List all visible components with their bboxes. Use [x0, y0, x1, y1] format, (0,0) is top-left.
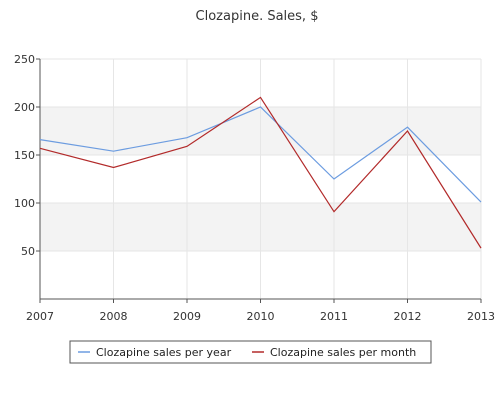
x-tick-label: 2010	[247, 310, 275, 323]
x-tick-label: 2012	[394, 310, 422, 323]
y-axis-ticks: 50 100 150 200 250	[14, 53, 40, 258]
legend-box	[69, 340, 432, 364]
series-lines	[39, 96, 482, 249]
x-tick-label: 2011	[320, 310, 348, 323]
x-tick-label: 2013	[467, 310, 495, 323]
legend: Clozapine sales per year Clozapine sales …	[69, 340, 432, 364]
series-line-1	[39, 106, 482, 203]
x-tick-label: 2007	[26, 310, 54, 323]
chart-title: Clozapine. Sales, $	[196, 9, 319, 24]
legend-label-1: Clozapine sales per year	[96, 346, 232, 359]
x-axis-ticks: 2007 2008 2009 2010 2011 2012 2013	[26, 299, 495, 323]
legend-label-2: Clozapine sales per month	[270, 346, 416, 359]
y-tick-label: 50	[21, 245, 35, 258]
y-tick-label: 200	[14, 101, 35, 114]
y-tick-label: 100	[14, 197, 35, 210]
y-tick-label: 150	[14, 149, 35, 162]
y-tick-label: 250	[14, 53, 35, 66]
x-tick-label: 2009	[173, 310, 201, 323]
series-line-2	[39, 96, 482, 249]
x-tick-label: 2008	[100, 310, 128, 323]
vertical-gridlines	[39, 59, 482, 299]
